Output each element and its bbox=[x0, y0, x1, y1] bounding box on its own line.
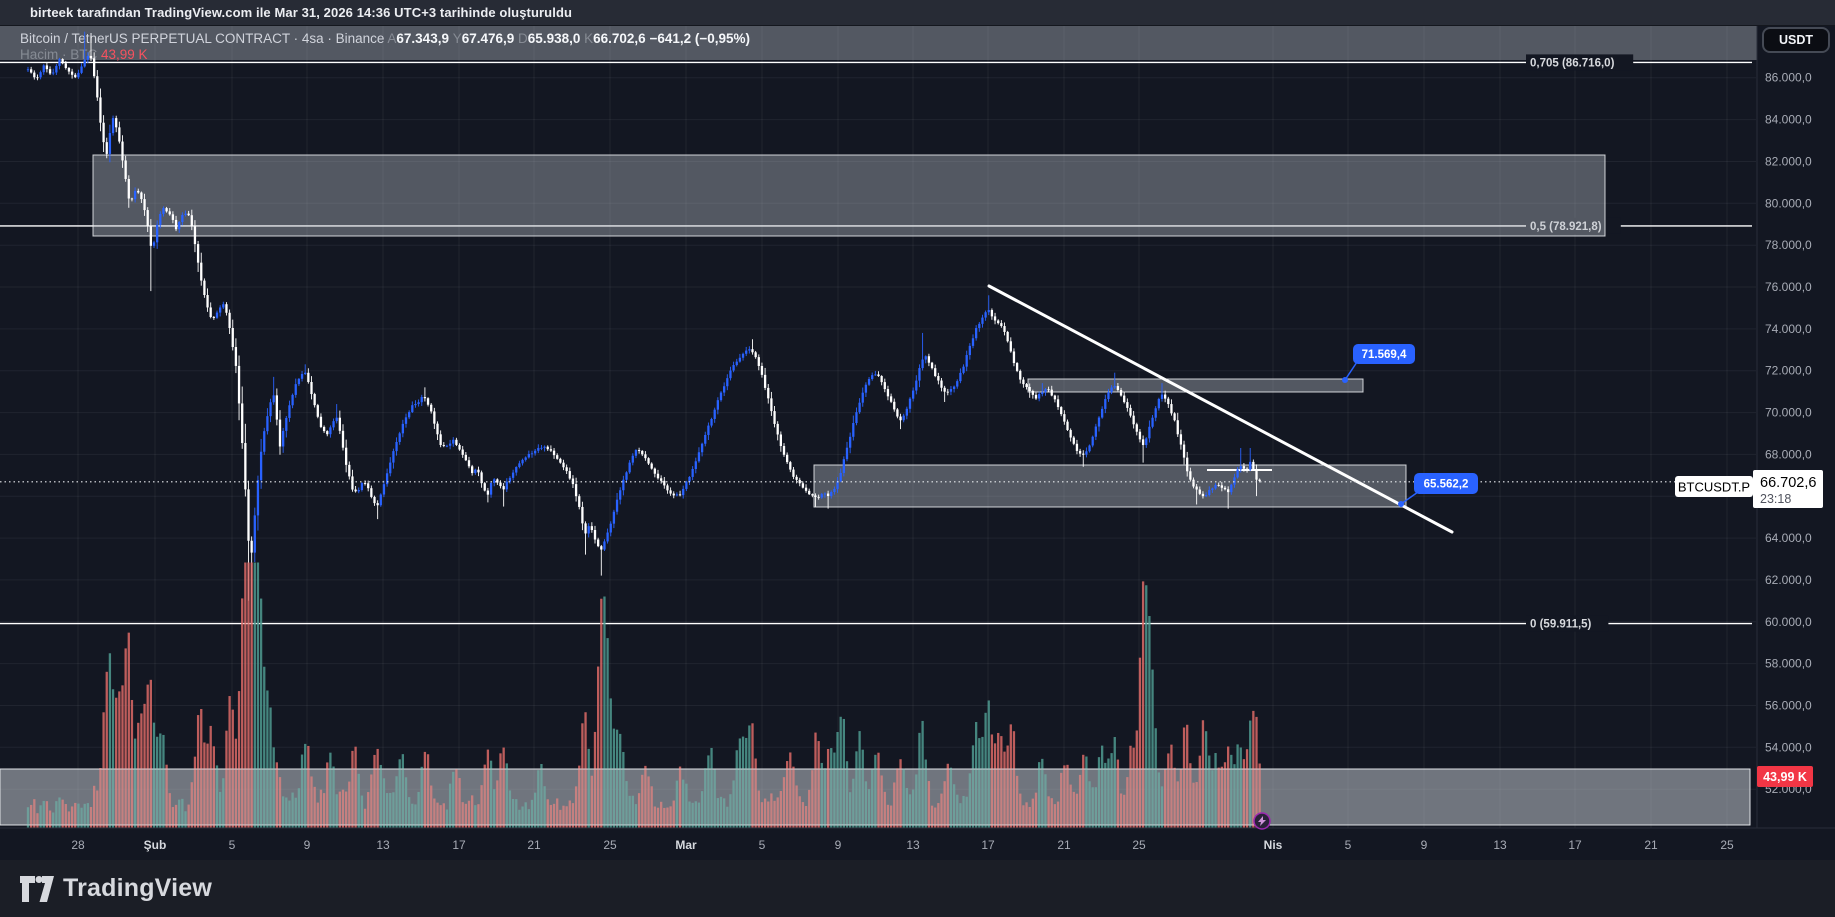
attribution-text: birteek tarafından TradingView.com ile M… bbox=[30, 5, 573, 20]
last-price-box: 66.702,623:18 bbox=[1753, 470, 1823, 508]
label: 13 bbox=[1493, 838, 1507, 852]
label: 65.562,2 bbox=[1424, 479, 1469, 491]
label: 58.000,0 bbox=[1765, 657, 1812, 671]
tradingview-logo-icon bbox=[20, 875, 54, 902]
label: 60.000,0 bbox=[1765, 615, 1812, 629]
label: 0 (59.911,5) bbox=[1530, 619, 1592, 631]
price-axis-bg[interactable] bbox=[1757, 25, 1835, 860]
label: 62.000,0 bbox=[1765, 573, 1812, 587]
label: 25 bbox=[603, 838, 617, 852]
label: 9 bbox=[835, 838, 842, 852]
label: 17 bbox=[981, 838, 995, 852]
label: 78.000,0 bbox=[1765, 238, 1812, 252]
label: 56.000,0 bbox=[1765, 699, 1812, 713]
attribution-bar: birteek tarafından TradingView.com ile M… bbox=[0, 0, 1835, 26]
support-zone-66k[interactable] bbox=[813, 464, 1407, 508]
callout-65562[interactable]: 65.562,2 bbox=[1398, 473, 1478, 507]
label: 13 bbox=[376, 838, 390, 852]
label: 0,5 (78.921,8) bbox=[1530, 221, 1602, 233]
label: 80.000,0 bbox=[1765, 196, 1812, 210]
label: 74.000,0 bbox=[1765, 322, 1812, 336]
label: 76.000,0 bbox=[1765, 280, 1812, 294]
label: 82.000,0 bbox=[1765, 155, 1812, 169]
supply-zone-80k[interactable] bbox=[92, 154, 1606, 237]
label: 5 bbox=[1345, 838, 1352, 852]
label: 9 bbox=[304, 838, 311, 852]
time-axis[interactable]: 28 Şub 5 9 13 17 21 25 Mar 5 9 13 17 21 25 Nis 5 9 13 17 21 2… bbox=[71, 838, 1734, 852]
label: 25 bbox=[1132, 838, 1146, 852]
supply-zone-87k[interactable] bbox=[0, 26, 1757, 60]
label: 21 bbox=[527, 838, 541, 852]
volume-legend: Hacim · BTC 43,99 K bbox=[20, 47, 148, 62]
currency-toggle-button[interactable]: USDT bbox=[1762, 27, 1830, 53]
volume-overlay-zone[interactable] bbox=[0, 768, 1751, 826]
label: 17 bbox=[452, 838, 466, 852]
label: 13 bbox=[906, 838, 920, 852]
replay-lightning-icon[interactable] bbox=[1253, 812, 1271, 830]
label: 64.000,0 bbox=[1765, 531, 1812, 545]
grid-layer bbox=[0, 26, 1756, 828]
volume-value-badge: 43,99 K bbox=[1757, 766, 1813, 787]
label: 43,99 K bbox=[1763, 770, 1807, 784]
volume-layer bbox=[26, 562, 1261, 828]
label: 68.000,0 bbox=[1765, 447, 1812, 461]
label: Mar bbox=[675, 838, 697, 852]
symbol-legend: Bitcoin / TetherUS PERPETUAL CONTRACT · … bbox=[20, 31, 750, 46]
legend: Bitcoin / TetherUS PERPETUAL CONTRACT · … bbox=[20, 31, 750, 62]
label: 23:18 bbox=[1760, 492, 1791, 506]
label: 21 bbox=[1057, 838, 1071, 852]
label: 72.000,0 bbox=[1765, 364, 1812, 378]
label: Nis bbox=[1264, 838, 1283, 852]
label: 86.000,0 bbox=[1765, 71, 1812, 85]
label: 5 bbox=[759, 838, 766, 852]
label: 54.000,0 bbox=[1765, 740, 1812, 754]
label: 9 bbox=[1421, 838, 1428, 852]
label: 71.569,4 bbox=[1362, 349, 1407, 361]
label: 70.000,0 bbox=[1765, 406, 1812, 420]
label: 28 bbox=[71, 838, 85, 852]
label: 66.702,6 bbox=[1760, 475, 1816, 491]
label: 84.000,0 bbox=[1765, 113, 1812, 127]
label: 5 bbox=[229, 838, 236, 852]
label: 17 bbox=[1568, 838, 1582, 852]
label: BTCUSDT.P bbox=[1678, 480, 1750, 495]
label: 25 bbox=[1720, 838, 1734, 852]
fib-retracement[interactable]: 0,705 (86.716,0) 0,5 (78.921,8) 0 (59.911,… bbox=[0, 54, 1752, 632]
price-axis[interactable]: 86.000,0 84.000,0 82.000,0 80.000,0 78.000,0… bbox=[1765, 71, 1812, 797]
tradingview-logo-text: TradingView bbox=[63, 874, 213, 902]
branding-bar: TradingView bbox=[0, 860, 1835, 917]
tradingview-logo: TradingView bbox=[20, 874, 212, 903]
label: 21 bbox=[1644, 838, 1658, 852]
callout-71569[interactable]: 71.569,4 bbox=[1342, 344, 1415, 383]
label: Şub bbox=[144, 838, 167, 852]
label: 0,705 (86.716,0) bbox=[1530, 57, 1615, 69]
symbol-price-pill: BTCUSDT.P bbox=[1675, 476, 1753, 497]
descending-trendline[interactable] bbox=[987, 284, 1454, 534]
resistance-zone-71k[interactable] bbox=[1027, 378, 1364, 393]
candles-layer[interactable] bbox=[26, 31, 1261, 623]
